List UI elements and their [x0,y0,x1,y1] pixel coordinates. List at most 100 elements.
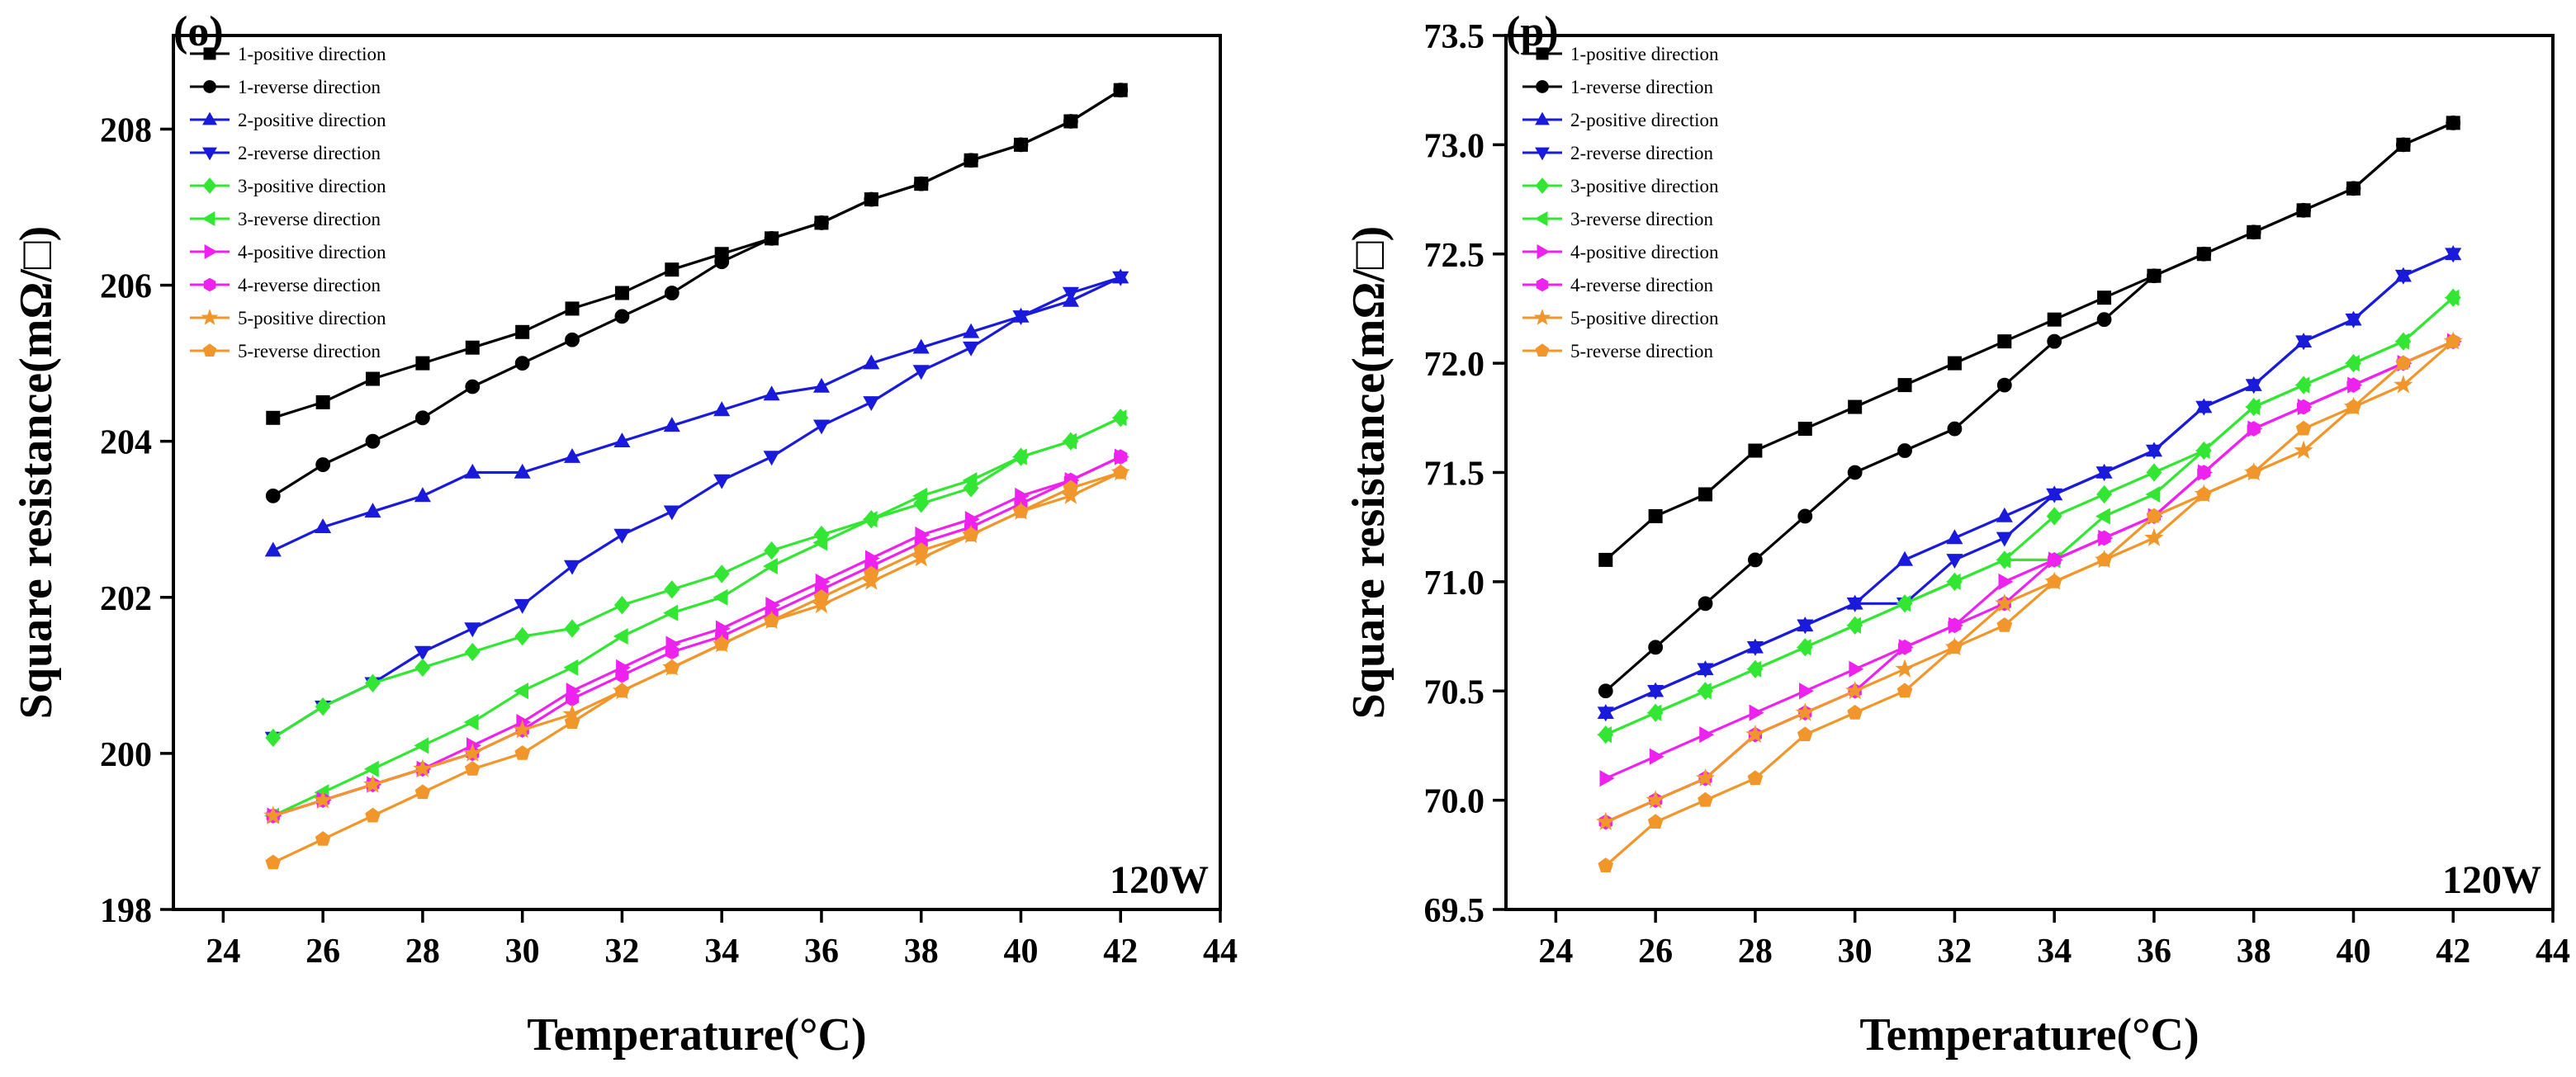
data-point [414,737,429,754]
data-point [2346,399,2361,413]
data-point [464,463,481,479]
data-point [1797,726,1813,742]
data-point [514,356,530,371]
data-point [714,254,730,270]
data-point [2097,291,2112,305]
legend: 1-positive direction 1-reverse direction 2… [190,44,386,361]
data-point [2246,224,2261,240]
data-point [1897,443,1912,458]
data-point [2445,248,2462,263]
power-annotation: 120W [2442,858,2541,902]
legend-marker [202,111,217,125]
data-point [415,356,430,371]
data-point [514,598,531,614]
data-point [1795,702,1816,721]
data-point [2395,355,2412,371]
data-point [1945,573,1961,590]
data-point [762,557,778,575]
series-2 [265,83,1129,503]
y-tick-label: 206 [100,268,152,306]
data-point [2344,355,2360,372]
data-point [664,580,680,599]
y-tick-label: 202 [100,580,152,618]
x-tick-label: 40 [1003,933,1038,971]
data-point [862,511,878,528]
legend-marker [202,177,217,194]
data-point [1698,596,1713,612]
series-4 [1597,248,2462,722]
data-point [812,377,831,393]
data-point [2047,333,2062,349]
y-tick-label: 72.0 [1424,346,1485,384]
x-tick-label: 32 [1937,933,1972,971]
data-point [1112,464,1129,479]
x-axis-title: Temperature(°C) [527,1009,866,1060]
x-tick-label: 42 [1103,933,1138,971]
data-point [1599,770,1615,787]
series-10 [265,464,1129,870]
data-point [1063,479,1079,495]
data-point [563,659,579,676]
series-6 [264,409,1127,824]
series-line [1605,340,2454,824]
data-point [414,784,431,800]
series-line [272,416,1121,739]
data-point [963,323,980,338]
legend-entry: 5-positive direction [1570,308,1719,328]
legend-entry: 2-reverse direction [238,143,381,163]
legend-entry: 1-positive direction [1570,44,1719,64]
data-point [2346,377,2361,393]
series-5 [265,409,1129,748]
data-point [1013,137,1029,153]
data-point [713,635,730,651]
data-point [1012,310,1030,326]
legend-entry: 5-reverse direction [1570,341,1714,361]
legend-entry: 5-positive direction [238,308,386,328]
data-point [615,667,629,683]
data-point [1596,811,1616,831]
x-tick-label: 32 [604,933,639,971]
data-point [1797,508,1813,524]
data-point [863,396,880,412]
legend-marker [202,147,217,161]
legend-entry: 2-reverse direction [1570,143,1714,163]
legend-marker [1534,211,1548,226]
x-tick-label: 36 [2137,933,2171,971]
data-point [613,432,631,447]
data-point [2394,269,2412,285]
legend-entry: 5-reverse direction [238,341,381,361]
data-point [1111,409,1127,427]
data-point [1598,683,1613,699]
data-point [1895,659,1915,678]
series-2 [1598,116,2461,699]
legend-entry: 2-positive direction [1570,110,1719,130]
data-point [1846,616,1861,634]
data-point [764,541,780,560]
data-point [2145,485,2161,503]
data-point [2196,486,2212,501]
data-point [462,743,482,762]
series-line [1605,253,2454,715]
data-point [1648,640,1664,655]
data-point [613,596,630,615]
series-line [272,276,1121,739]
data-point [614,309,630,324]
data-point [1698,487,1713,502]
data-point [1748,552,1763,568]
data-point [1797,422,1812,437]
data-point [414,645,431,661]
data-point [2196,246,2212,262]
series-10 [1598,333,2461,872]
data-point [265,488,281,503]
legend-entry: 3-positive direction [1570,176,1719,196]
data-point [1846,598,1863,612]
data-point [665,262,680,277]
y-tick-label: 73.5 [1424,18,1485,56]
series-line [272,88,1122,419]
data-point [2394,375,2413,394]
x-tick-label: 26 [1638,933,1673,971]
data-point [514,745,530,760]
data-point [912,338,930,354]
data-point [2095,466,2113,482]
data-point [964,153,978,168]
